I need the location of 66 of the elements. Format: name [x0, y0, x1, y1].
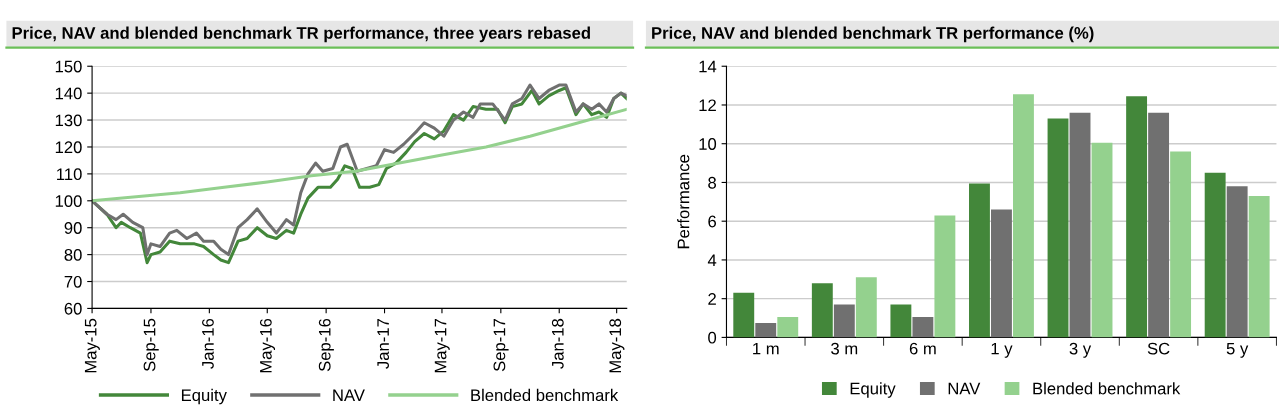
- y-tick-label: 70: [64, 275, 82, 288]
- x-tick-label: Sep-15: [143, 318, 159, 372]
- chart-title: Price, NAV and blended benchmark TR performance (%): [652, 26, 1094, 43]
- bar: [991, 209, 1012, 338]
- y-tick-label: 6: [708, 215, 717, 228]
- x-tick-label: Jan-17: [377, 318, 389, 369]
- bar: [1126, 96, 1148, 338]
- bar: [777, 317, 799, 338]
- bar: [969, 183, 990, 338]
- y-tick-label: 12: [699, 99, 716, 112]
- x-tick-label: May-18: [609, 318, 625, 373]
- y-axis-title: Performance: [677, 154, 690, 249]
- x-tick-label: May-16: [259, 318, 276, 373]
- x-tick-label: 3 m: [831, 342, 858, 355]
- x-tick-label: Sep-16: [318, 318, 334, 372]
- bar: [890, 304, 912, 338]
- bar: [755, 322, 777, 338]
- y-tick-label: 130: [55, 114, 82, 127]
- x-tick-label: 1 m: [753, 342, 779, 355]
- bar: [1170, 151, 1192, 338]
- bar: [934, 215, 956, 338]
- x-tick-label: May-17: [434, 318, 450, 373]
- line-series: [92, 107, 627, 203]
- y-tick-label: 90: [64, 222, 82, 234]
- x-tick-label: 1 y: [991, 342, 1013, 358]
- y-tick-label: 14: [699, 60, 717, 73]
- y-tick-label: 140: [55, 87, 82, 100]
- x-tick-label: Jan-18: [551, 318, 564, 369]
- y-tick-label: 4: [707, 254, 717, 266]
- x-tick-label: Jan-16: [202, 318, 214, 369]
- y-tick-label: 80: [64, 249, 82, 261]
- bar: [1091, 142, 1113, 338]
- bar: [733, 292, 755, 338]
- y-tick-label: 0: [708, 331, 717, 344]
- legend-label: Blended benchmark: [471, 388, 619, 402]
- y-tick-label: 10: [699, 138, 717, 150]
- bar: [1069, 112, 1091, 338]
- bar: [1047, 118, 1069, 338]
- bar: [1226, 186, 1248, 338]
- bar: [833, 304, 855, 338]
- bar: [1204, 172, 1226, 338]
- bar: [1013, 94, 1034, 338]
- legend-label: NAV: [948, 382, 981, 395]
- y-tick-label: 2: [708, 293, 716, 305]
- legend-label: Blended benchmark: [1033, 382, 1181, 395]
- y-tick-label: 120: [55, 141, 82, 154]
- legend-label: NAV: [333, 389, 365, 401]
- bar: [811, 283, 833, 338]
- x-tick-label: SC: [1147, 342, 1170, 355]
- bar: [1248, 196, 1270, 338]
- legend-label: Equity: [850, 382, 896, 398]
- chart-title: Price, NAV and blended benchmark TR performance, three years rebased: [12, 26, 590, 43]
- y-tick-label: 100: [55, 195, 82, 207]
- x-tick-label: 6 m: [909, 342, 936, 355]
- y-tick-label: 60: [64, 302, 82, 315]
- bar: [912, 317, 934, 338]
- x-tick-label: Sep-17: [493, 318, 509, 372]
- y-tick-label: 8: [708, 176, 717, 189]
- x-tick-label: 3 y: [1069, 342, 1092, 358]
- legend-label: Equity: [181, 388, 227, 405]
- x-tick-label: 5 y: [1226, 342, 1249, 358]
- bar: [855, 277, 877, 338]
- x-tick-label: May-15: [84, 318, 100, 373]
- y-tick-label: 110: [57, 168, 82, 181]
- bar: [1148, 112, 1170, 338]
- y-tick-label: 150: [55, 60, 82, 73]
